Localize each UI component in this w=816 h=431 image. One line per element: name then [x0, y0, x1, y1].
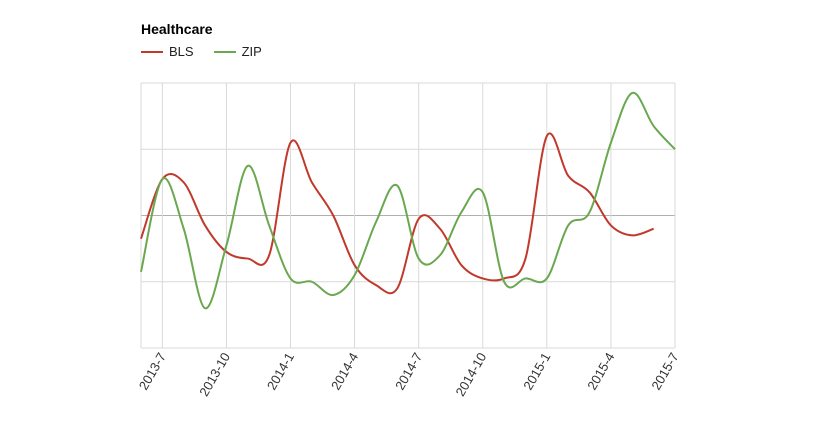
series-lines — [140, 91, 676, 310]
grid — [140, 82, 676, 349]
x-tick-label: 2014-4 — [328, 350, 361, 393]
chart-title: Healthcare — [141, 21, 213, 37]
legend-item-bls[interactable]: BLS — [141, 44, 194, 59]
legend-item-zip[interactable]: ZIP — [213, 44, 262, 59]
x-tick-label: 2014-10 — [453, 350, 490, 399]
x-tick-label: 2015-1 — [520, 350, 553, 393]
x-tick-label: 2013-10 — [196, 350, 233, 399]
x-tick-label: 2014-1 — [264, 350, 297, 393]
series-line-zip[interactable] — [140, 91, 676, 310]
x-tick-label: 2015-7 — [648, 350, 681, 393]
x-tick-labels: 2013-7 2013-10 2014-1 2014-4 2014-7 2014-10 20… — [136, 350, 682, 399]
x-tick-label: 2015-4 — [584, 350, 617, 393]
x-tick-label: 2013-7 — [136, 350, 169, 393]
legend-label-bls: BLS — [169, 44, 194, 59]
legend-swatch-zip — [213, 50, 236, 53]
series-line-bls[interactable] — [140, 132, 654, 295]
legend-label-zip: ZIP — [241, 44, 262, 59]
x-tick-label: 2014-7 — [392, 350, 425, 393]
legend: BLS ZIP — [141, 44, 282, 59]
legend-swatch-bls — [141, 50, 163, 53]
